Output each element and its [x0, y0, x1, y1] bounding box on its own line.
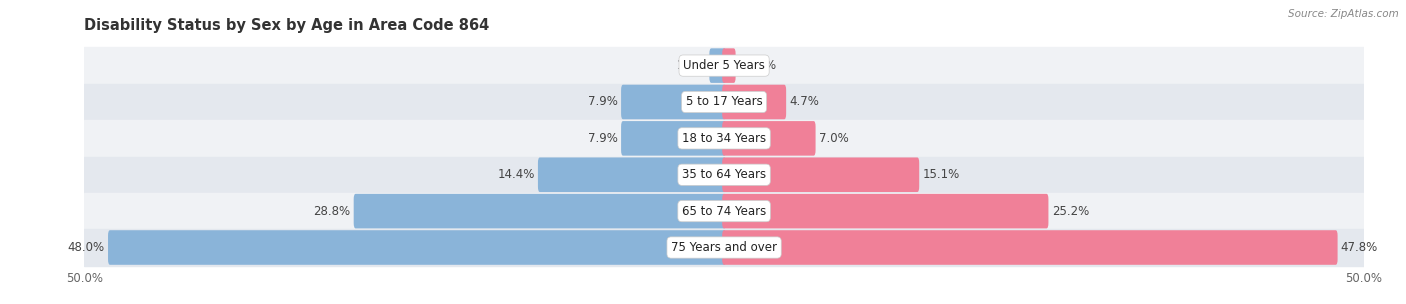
FancyBboxPatch shape: [723, 121, 815, 156]
Bar: [84, 229, 1364, 266]
Text: 75 Years and over: 75 Years and over: [671, 241, 778, 254]
Text: 48.0%: 48.0%: [67, 241, 105, 254]
Text: 7.0%: 7.0%: [818, 132, 848, 145]
FancyBboxPatch shape: [723, 85, 786, 119]
Text: 18 to 34 Years: 18 to 34 Years: [682, 132, 766, 145]
Bar: [84, 84, 1364, 120]
Text: 25.2%: 25.2%: [1052, 205, 1088, 218]
FancyBboxPatch shape: [621, 85, 725, 119]
FancyBboxPatch shape: [108, 230, 725, 265]
FancyBboxPatch shape: [723, 48, 735, 83]
Text: 7.9%: 7.9%: [588, 95, 617, 109]
Bar: [84, 157, 1364, 193]
Text: 15.1%: 15.1%: [922, 168, 960, 181]
Text: 1.0%: 1.0%: [676, 59, 706, 72]
Bar: [84, 193, 1364, 229]
FancyBboxPatch shape: [723, 230, 1337, 265]
Text: 65 to 74 Years: 65 to 74 Years: [682, 205, 766, 218]
Text: 47.8%: 47.8%: [1341, 241, 1378, 254]
Bar: [84, 47, 1364, 84]
FancyBboxPatch shape: [723, 157, 920, 192]
FancyBboxPatch shape: [710, 48, 725, 83]
FancyBboxPatch shape: [538, 157, 725, 192]
Legend: Male, Female: Male, Female: [657, 301, 792, 304]
Text: 0.75%: 0.75%: [738, 59, 776, 72]
Text: Source: ZipAtlas.com: Source: ZipAtlas.com: [1288, 9, 1399, 19]
FancyBboxPatch shape: [621, 121, 725, 156]
Text: 14.4%: 14.4%: [498, 168, 534, 181]
FancyBboxPatch shape: [354, 194, 725, 228]
Text: 5 to 17 Years: 5 to 17 Years: [686, 95, 762, 109]
Text: Under 5 Years: Under 5 Years: [683, 59, 765, 72]
Text: 4.7%: 4.7%: [789, 95, 820, 109]
FancyBboxPatch shape: [723, 194, 1049, 228]
Text: 28.8%: 28.8%: [314, 205, 350, 218]
Bar: [84, 120, 1364, 157]
Text: 7.9%: 7.9%: [588, 132, 617, 145]
Text: 35 to 64 Years: 35 to 64 Years: [682, 168, 766, 181]
Text: Disability Status by Sex by Age in Area Code 864: Disability Status by Sex by Age in Area …: [84, 18, 489, 33]
